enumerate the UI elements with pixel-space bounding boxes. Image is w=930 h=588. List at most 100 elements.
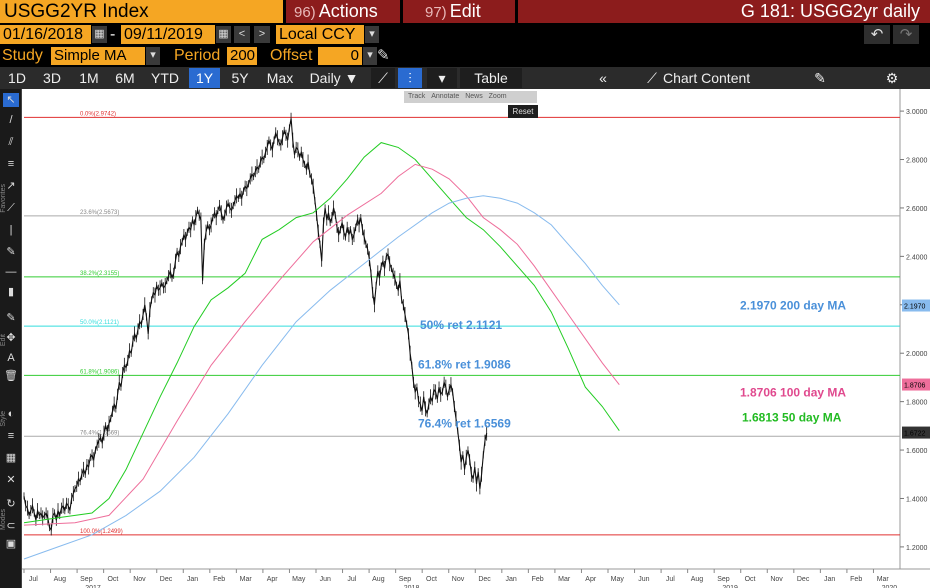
ticker-field[interactable]: USGG2YR Index [0, 0, 283, 23]
chart-title: G 181: USGG2yr daily [518, 0, 930, 23]
start-date-input[interactable]: 01/16/2018 [0, 25, 91, 44]
redo-icon[interactable]: ↷ [893, 25, 919, 44]
text-tool-icon[interactable]: A [7, 352, 15, 364]
mode-icon[interactable]: ▣ [5, 538, 17, 550]
grid-icon[interactable]: ▦ [5, 452, 17, 464]
end-calendar-icon[interactable]: ▦ [216, 26, 231, 43]
x-month-label: Apr [585, 576, 597, 583]
settings-gear-icon[interactable]: ⚙ [885, 70, 899, 86]
y-tick-label: 2.4000 [906, 254, 928, 261]
line-chart-icon[interactable]: ⟋ [371, 68, 395, 88]
next-arrow-icon[interactable]: > [254, 26, 270, 43]
x-month-label: Dec [797, 576, 810, 583]
ray-tool-icon[interactable]: ⟋ [7, 202, 15, 214]
price-chart[interactable]: 0.0%(2.9742) 23.6%(2.5673) 38.2%(2.3155) 50… [22, 89, 930, 588]
news-tool[interactable]: News [465, 93, 483, 100]
track-tool[interactable]: Track [408, 93, 426, 100]
vertical-line-tool-icon[interactable]: | [9, 224, 13, 236]
offset-input[interactable]: 0 [318, 47, 362, 65]
cross-icon[interactable]: ✕ [6, 474, 16, 486]
reset-button[interactable]: Reset [508, 105, 538, 118]
range-ytd-button[interactable]: YTD [151, 70, 179, 86]
x-month-label: Jul [666, 576, 675, 583]
x-month-label: Apr [267, 576, 279, 583]
undo-icon[interactable]: ↶ [864, 25, 890, 44]
x-month-label: Mar [558, 576, 571, 583]
fib-level-label: 0.0%(2.9742) [80, 111, 116, 117]
frequency-select[interactable]: Daily ▼ [309, 70, 359, 86]
end-date-input[interactable]: 09/11/2019 [121, 25, 215, 44]
currency-select[interactable]: Local CCY [276, 25, 364, 44]
study-select[interactable]: Simple MA [51, 47, 145, 65]
table-button[interactable]: Table [460, 68, 522, 88]
currency-dropdown-icon[interactable]: ▾ [365, 26, 379, 43]
annotate-tool[interactable]: Annotate [431, 93, 460, 100]
edit-chart-icon[interactable]: ✎ [814, 70, 826, 86]
range-6m-button[interactable]: 6M [115, 70, 135, 86]
pencil-icon[interactable]: ✎ [377, 47, 390, 64]
channel-tool-icon[interactable]: ⫽ [8, 136, 14, 148]
x-month-label: Oct [107, 576, 118, 583]
chart-type-dropdown-icon[interactable]: ▾ [427, 68, 457, 88]
line-style-icon[interactable]: ≡ [7, 430, 15, 442]
x-month-label: Jun [638, 576, 649, 583]
x-month-label: Jan [187, 576, 198, 583]
trendline-tool-icon[interactable]: / [9, 114, 13, 126]
x-month-label: Nov [452, 576, 465, 583]
x-month-label: Feb [850, 576, 862, 583]
x-month-label: Nov [133, 576, 146, 583]
redraw-icon[interactable]: ↻ [6, 498, 16, 510]
x-month-label: Aug [691, 576, 704, 583]
link-icon[interactable]: ⊂ [6, 520, 16, 532]
value-badge-label: 1.6722 [904, 431, 926, 438]
chart-content-button[interactable]: Chart Content [663, 70, 751, 86]
study-bar: Study Simple MA ▾ Period 200 Offset 0 ▾ … [0, 45, 930, 67]
series-ma100 [23, 163, 620, 526]
y-tick-label: 2.0000 [906, 351, 928, 358]
prev-arrow-icon[interactable]: < [234, 26, 250, 43]
range-5y-button[interactable]: 5Y [231, 70, 249, 86]
range-1m-button[interactable]: 1M [79, 70, 99, 86]
offset-dropdown-icon[interactable]: ▾ [363, 47, 377, 65]
y-tick-label: 1.2000 [906, 545, 928, 552]
period-input[interactable]: 200 [227, 47, 257, 65]
zoom-tool[interactable]: Zoom [488, 93, 507, 100]
x-year-label: 2019 [722, 585, 738, 588]
bar-chart-icon[interactable]: ⫶ [398, 68, 422, 88]
arrow-tool-icon[interactable]: ↗ [6, 180, 16, 192]
x-year-label: 2018 [404, 585, 420, 588]
collapse-icon[interactable]: « [599, 70, 607, 86]
color-picker-icon[interactable]: ◐ [7, 408, 15, 420]
start-calendar-icon[interactable]: ▦ [92, 26, 107, 43]
move-tool-icon[interactable]: ✥ [6, 332, 16, 344]
drawing-tool-palette: ↖ / ⫽ ≡ ↗ ⟋ | ✎ — ▮ ✎ ✥ A 🗑 ◐ ≡ ▦ ✕ ↻ ⊂ … [0, 89, 22, 588]
actions-number: 96) [294, 4, 316, 21]
study-dropdown-icon[interactable]: ▾ [146, 47, 160, 65]
range-3d-button[interactable]: 3D [43, 70, 61, 86]
fib-level-label: 38.2%(2.3155) [80, 271, 119, 277]
range-1d-button[interactable]: 1D [8, 70, 26, 86]
chart-panel[interactable]: 0.0%(2.9742) 23.6%(2.5673) 38.2%(2.3155) 50… [22, 89, 930, 588]
delete-tool-icon[interactable]: 🗑 [4, 370, 18, 382]
study-label: Study [2, 47, 43, 64]
edit-menu[interactable]: 97) Edit [403, 0, 515, 23]
horizontal-line-tool-icon[interactable]: — [5, 266, 17, 278]
value-badge-label: 1.8706 [904, 383, 926, 390]
favorites-label: Favorites [0, 184, 7, 213]
x-month-label: Jul [29, 576, 38, 583]
actions-menu[interactable]: 96) Actions [286, 0, 400, 23]
fib-level-label: 76.4%(1.6569) [80, 430, 119, 436]
fib-tool-icon[interactable]: ≡ [7, 158, 15, 170]
offset-label: Offset [270, 47, 313, 64]
pen-tool-icon[interactable]: ✎ [6, 246, 16, 258]
marker-tool-icon[interactable]: ▮ [7, 286, 15, 298]
range-max-button[interactable]: Max [266, 70, 294, 86]
select-cursor-icon[interactable]: ↖ [3, 93, 19, 107]
range-1y-button[interactable]: 1Y [189, 68, 220, 88]
x-month-label: Sep [80, 576, 93, 583]
modes-side-label: Modes [0, 509, 7, 531]
fib-level-label: 61.8%(1.9086) [80, 369, 119, 375]
actions-label: Actions [318, 1, 378, 21]
brush-tool-icon[interactable]: ✎ [6, 312, 16, 324]
x-month-label: Oct [426, 576, 437, 583]
